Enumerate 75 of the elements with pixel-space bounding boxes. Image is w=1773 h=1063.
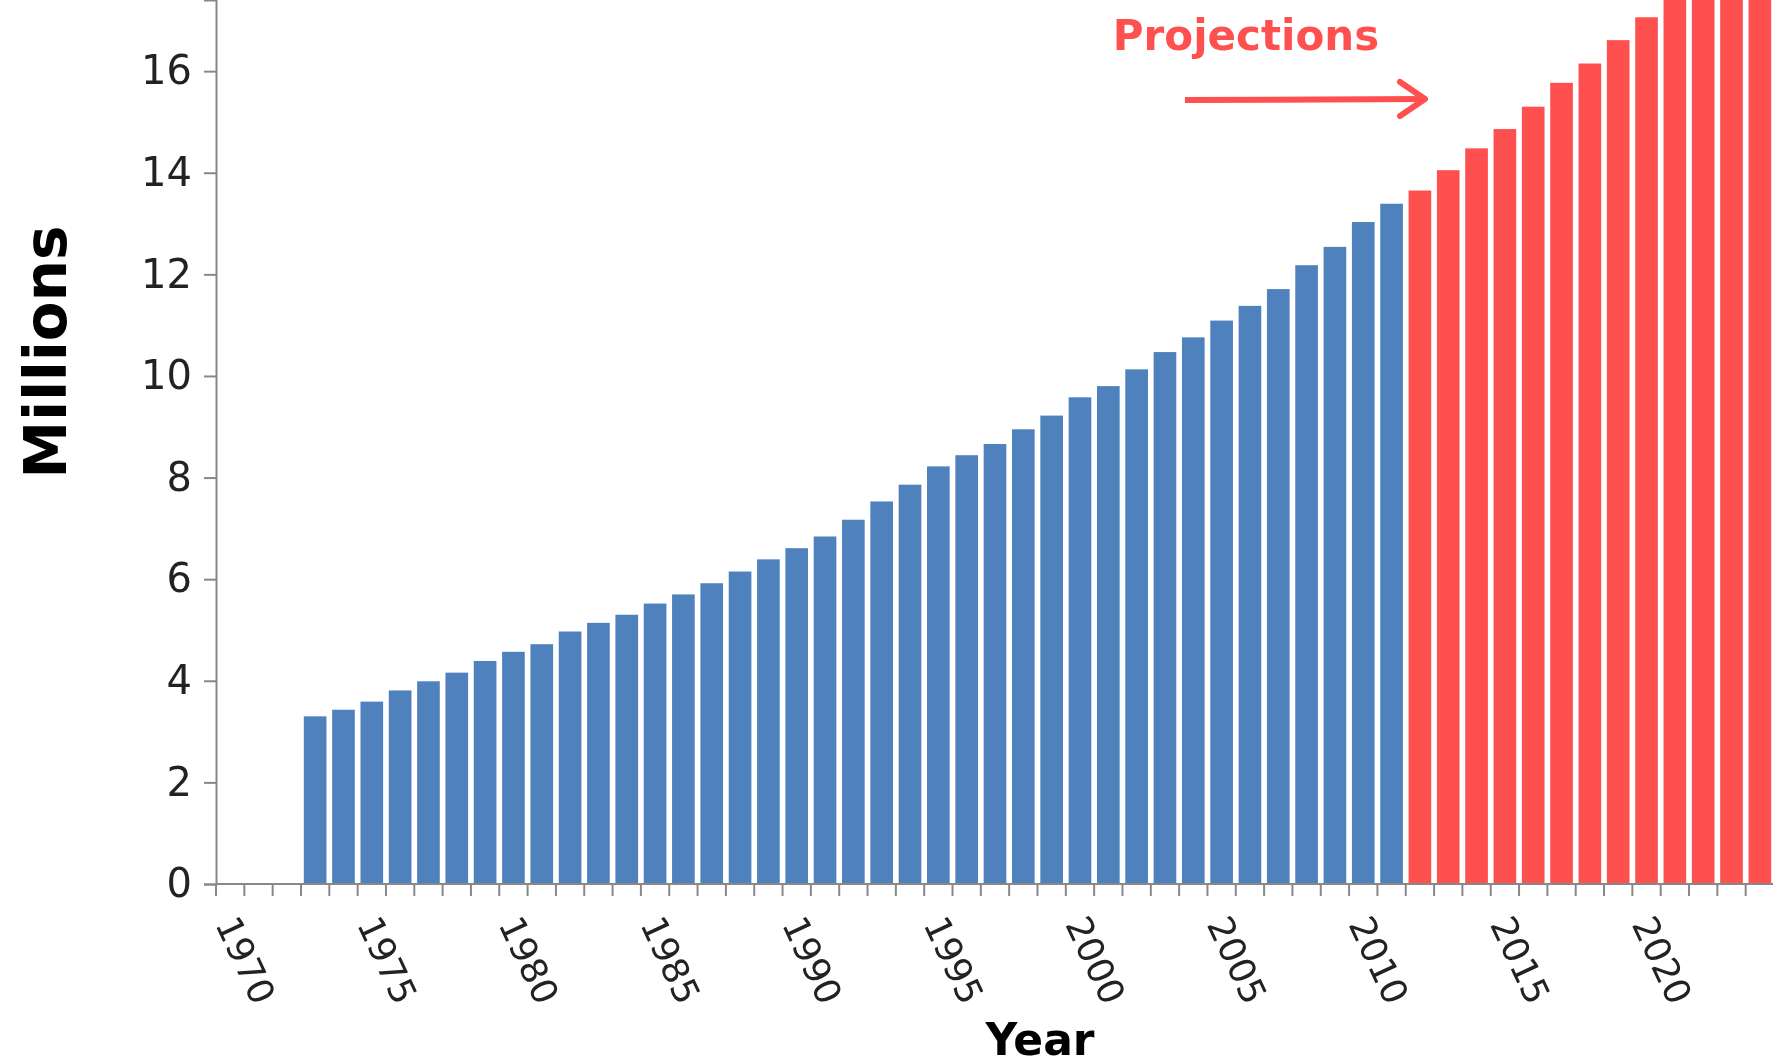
- bar: [643, 603, 667, 884]
- bar: [1012, 429, 1035, 884]
- bar: [813, 536, 837, 884]
- x-tick-label: 1985: [632, 910, 709, 1011]
- bar: [558, 631, 582, 884]
- bar: [672, 594, 695, 884]
- bar: [332, 709, 355, 884]
- bar: [1578, 63, 1602, 884]
- y-tick-label: 2: [166, 758, 192, 805]
- bar: [870, 501, 894, 884]
- y-tick-label: 8: [166, 453, 192, 500]
- bar: [1068, 397, 1092, 884]
- annotation: Projections: [1112, 11, 1380, 60]
- bar: [898, 484, 922, 884]
- x-tick-label: 2020: [1623, 910, 1700, 1011]
- bar: [700, 583, 724, 884]
- bar: [757, 559, 780, 884]
- y-tick-label: 10: [141, 352, 192, 399]
- bar: [1210, 320, 1233, 884]
- y-tick-label: 16: [141, 47, 192, 94]
- bar: [1153, 352, 1177, 884]
- bar: [1436, 170, 1460, 884]
- y-tick-label: 0: [166, 860, 192, 907]
- bar: [417, 681, 440, 884]
- bar: [842, 519, 865, 884]
- y-tick-label: 12: [141, 250, 192, 297]
- y-axis-title: Millions: [12, 225, 80, 479]
- bar: [1465, 148, 1488, 884]
- x-axis-title: Year: [984, 1014, 1095, 1063]
- bar: [955, 455, 978, 884]
- bar: [1550, 82, 1573, 884]
- y-tick-label: 4: [166, 657, 192, 704]
- x-tick-label: 1995: [915, 910, 992, 1011]
- x-tick-label: 2005: [1199, 910, 1275, 1011]
- bar: [445, 672, 469, 884]
- bar: [1266, 289, 1290, 884]
- bar: [530, 644, 554, 884]
- bar: [303, 716, 327, 884]
- bar: [1380, 203, 1403, 884]
- bar: [1521, 106, 1545, 884]
- bar: [1748, 0, 1772, 884]
- bar: [1351, 222, 1375, 884]
- x-tick-label: 2015: [1482, 910, 1559, 1011]
- bar: [1635, 17, 1658, 884]
- bar: [1295, 265, 1318, 884]
- bar: [388, 690, 412, 884]
- bar: [983, 444, 1007, 884]
- x-tick-label: 2000: [1057, 910, 1134, 1011]
- bar: [1691, 0, 1715, 884]
- y-tick-label: 6: [166, 555, 192, 602]
- bar: [1606, 40, 1630, 884]
- bar: [615, 614, 639, 884]
- bar: [728, 571, 752, 884]
- bar: [1238, 305, 1262, 884]
- bar: [587, 622, 610, 884]
- x-tick-label: 1990: [774, 910, 851, 1011]
- x-tick-label: 2010: [1340, 910, 1417, 1011]
- bar: [1493, 129, 1517, 884]
- x-tick-label: 1975: [349, 910, 426, 1011]
- bar: [1663, 0, 1687, 884]
- bar: [1720, 0, 1743, 884]
- bar: [360, 701, 384, 884]
- bar: [1040, 415, 1063, 884]
- bar: [1096, 386, 1120, 884]
- bar: [1125, 369, 1148, 884]
- bar: [1181, 337, 1205, 884]
- x-tick-label: 1970: [207, 910, 284, 1011]
- bar: [785, 548, 809, 884]
- x-tick-label: 1980: [490, 910, 567, 1011]
- bar: [502, 651, 525, 884]
- bar: [927, 466, 950, 884]
- bar: [473, 660, 497, 884]
- bar: [1323, 246, 1347, 884]
- bar: [1408, 190, 1432, 884]
- y-tick-label: 14: [141, 149, 192, 196]
